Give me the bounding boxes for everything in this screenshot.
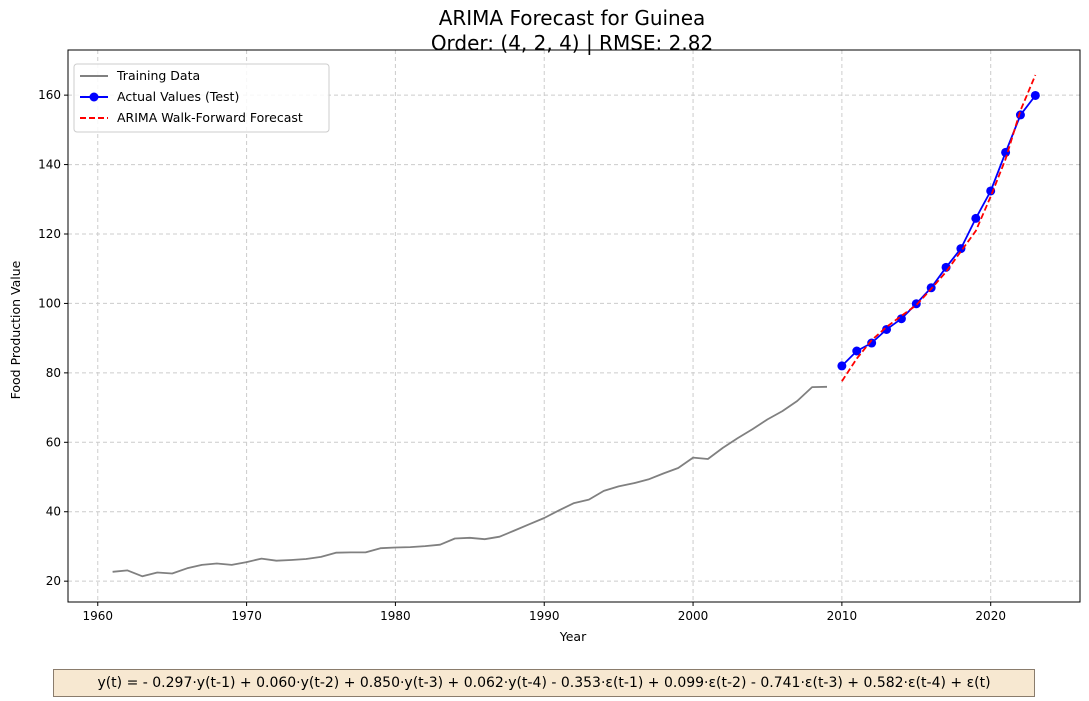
model-equation-box: y(t) = - 0.297·y(t-1) + 0.060·y(t-2) + 0… <box>53 669 1035 697</box>
training-data-line <box>112 385 828 578</box>
axis-ticks: 1960 1970 1980 1990 2000 2010 2020204060801001… <box>38 88 1006 623</box>
x-axis-label: Year <box>559 629 587 644</box>
actual-value-point <box>896 314 906 324</box>
x-tick-label: 1980 <box>380 609 411 623</box>
legend-label-training: Training Data <box>116 68 200 83</box>
y-tick-label: 20 <box>46 574 61 588</box>
actual-values-line <box>841 94 1037 367</box>
x-tick-label: 1990 <box>529 609 560 623</box>
y-axis-label: Food Production Value <box>8 260 23 399</box>
actual-value-point <box>882 324 892 334</box>
y-tick-label: 160 <box>38 88 61 102</box>
model-equation: y(t) = - 0.297·y(t-1) + 0.060·y(t-2) + 0… <box>97 675 991 691</box>
y-tick-label: 140 <box>38 158 61 172</box>
forecast-line <box>841 74 1037 382</box>
actual-value-point <box>1015 110 1025 120</box>
chart-subtitle: Order: (4, 2, 4) | RMSE: 2.82 <box>431 31 713 55</box>
x-tick-label: 1960 <box>82 609 113 623</box>
actual-value-point <box>956 244 966 254</box>
y-tick-label: 100 <box>38 296 61 310</box>
actual-value-point <box>852 346 862 356</box>
x-tick-label: 2000 <box>678 609 709 623</box>
chart-canvas: 1960 1970 1980 1990 2000 2010 2020204060801001… <box>8 6 1081 644</box>
legend-marker-actual <box>89 92 99 102</box>
actual-value-point <box>867 338 877 348</box>
grid <box>68 50 1080 602</box>
x-tick-label: 2020 <box>975 609 1006 623</box>
x-tick-label: 1970 <box>231 609 262 623</box>
y-tick-label: 40 <box>46 505 61 519</box>
legend-label-forecast: ARIMA Walk-Forward Forecast <box>117 110 303 125</box>
legend-box <box>73 63 330 133</box>
plot-area-frame <box>67 49 1081 603</box>
actual-value-point <box>971 213 981 223</box>
y-tick-label: 60 <box>46 435 61 449</box>
chart-title: ARIMA Forecast for Guinea <box>439 6 706 30</box>
series-layer <box>112 74 1040 578</box>
y-tick-label: 80 <box>46 366 61 380</box>
actual-value-point <box>837 361 847 371</box>
actual-value-point <box>1030 90 1040 100</box>
x-tick-label: 2010 <box>827 609 858 623</box>
legend-label-actual: Actual Values (Test) <box>117 89 239 104</box>
y-tick-label: 120 <box>38 227 61 241</box>
legend: Training Data Actual Values (Test) ARIMA… <box>73 63 330 133</box>
